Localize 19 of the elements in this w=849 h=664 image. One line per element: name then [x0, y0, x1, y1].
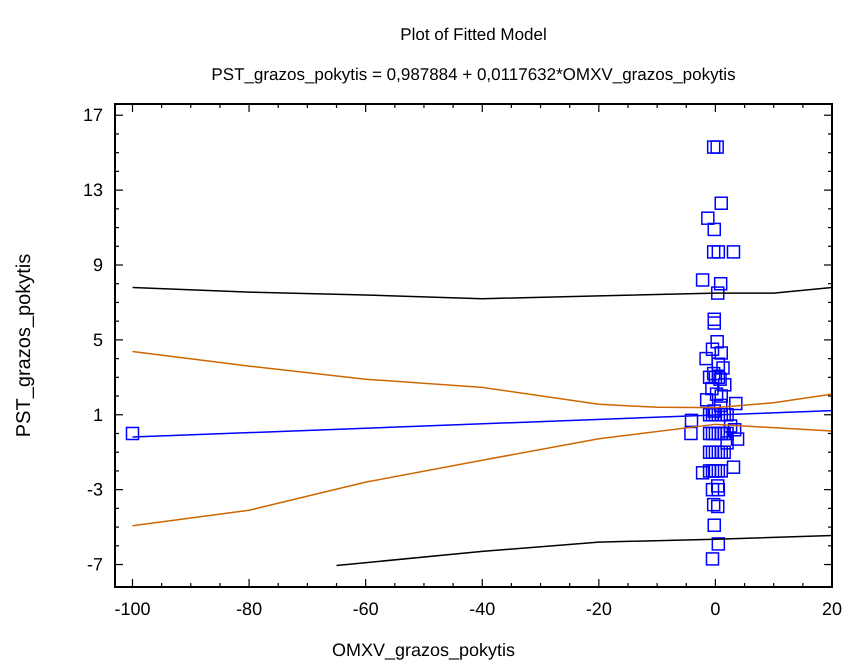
y-tick-label: 13 [82, 180, 103, 200]
x-tick-label: -80 [236, 599, 262, 619]
y-tick-label: -3 [86, 480, 103, 500]
y-axis-title: PST_grazos_pokytis [13, 254, 35, 438]
x-tick-label: -100 [114, 599, 151, 619]
y-tick-label: 1 [92, 404, 103, 425]
x-tick-label: -20 [586, 599, 612, 619]
x-tick-label: 0 [710, 599, 720, 619]
y-tick-label: 17 [82, 105, 103, 126]
y-tick-label: 9 [92, 255, 103, 275]
x-tick-label: -60 [352, 599, 379, 619]
y-tick-label: 5 [92, 330, 103, 350]
chart-subtitle: PST_grazos_pokytis = 0,987884 + 0,0117632*OMXV_grazos_pokytis [211, 65, 736, 84]
x-tick-label: -40 [469, 599, 496, 619]
x-tick-label: 20 [822, 599, 842, 619]
line-series [132, 424, 833, 527]
x-axis-title: OMXV_grazos_pokytis [332, 640, 516, 660]
chart-title: Plot of Fitted Model [400, 25, 547, 44]
y-tick-label: -7 [86, 554, 103, 575]
